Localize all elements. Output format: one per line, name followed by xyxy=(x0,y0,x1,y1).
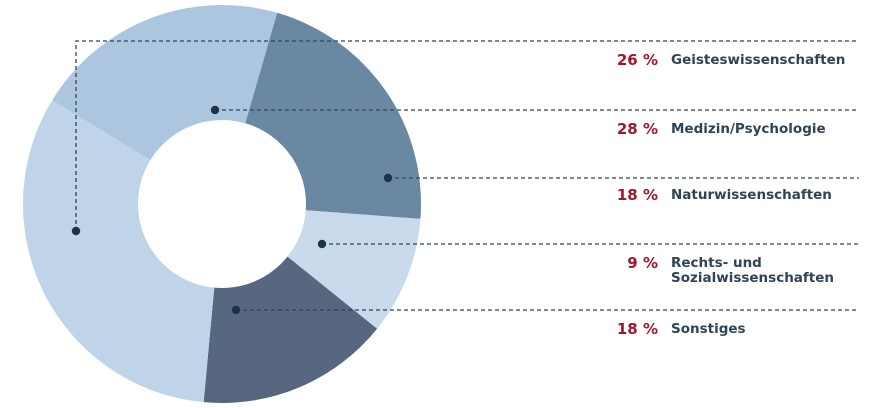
category-label-sonstiges: Sonstiges xyxy=(671,321,746,337)
category-label-naturwissenschaften: Naturwissenschaften xyxy=(671,187,832,203)
donut-slice-geisteswissenschaften xyxy=(52,4,278,161)
percent-label-sonstiges: 18 % xyxy=(616,320,658,338)
donut-slice-rechts-und-sozialwissenschaften xyxy=(287,210,421,329)
leader-dot-rechts-und-sozialwissenschaften xyxy=(317,239,327,249)
category-label-rechts-und-sozialwissenschaften: Rechts- und Sozialwissenschaften xyxy=(671,255,835,286)
donut-slice-naturwissenschaften xyxy=(245,12,421,219)
category-label-geisteswissenschaften: Geisteswissenschaften xyxy=(671,52,846,68)
percent-label-geisteswissenschaften: 26 % xyxy=(616,51,658,69)
donut-slice-sonstiges xyxy=(203,256,378,403)
percent-label-medizin-psychologie: 28 % xyxy=(616,120,658,138)
leader-dot-geisteswissenschaften xyxy=(71,226,81,236)
donut-slice-medizin-psychologie xyxy=(23,100,215,403)
leader-dot-medizin-psychologie xyxy=(210,105,220,115)
leader-line-geisteswissenschaften xyxy=(75,40,859,231)
leader-dot-sonstiges xyxy=(231,305,241,315)
percent-label-rechts-und-sozialwissenschaften: 9 % xyxy=(627,254,658,272)
leader-dot-naturwissenschaften xyxy=(383,173,393,183)
category-label-medizin-psychologie: Medizin/Psychologie xyxy=(671,121,826,137)
percent-label-naturwissenschaften: 18 % xyxy=(616,186,658,204)
